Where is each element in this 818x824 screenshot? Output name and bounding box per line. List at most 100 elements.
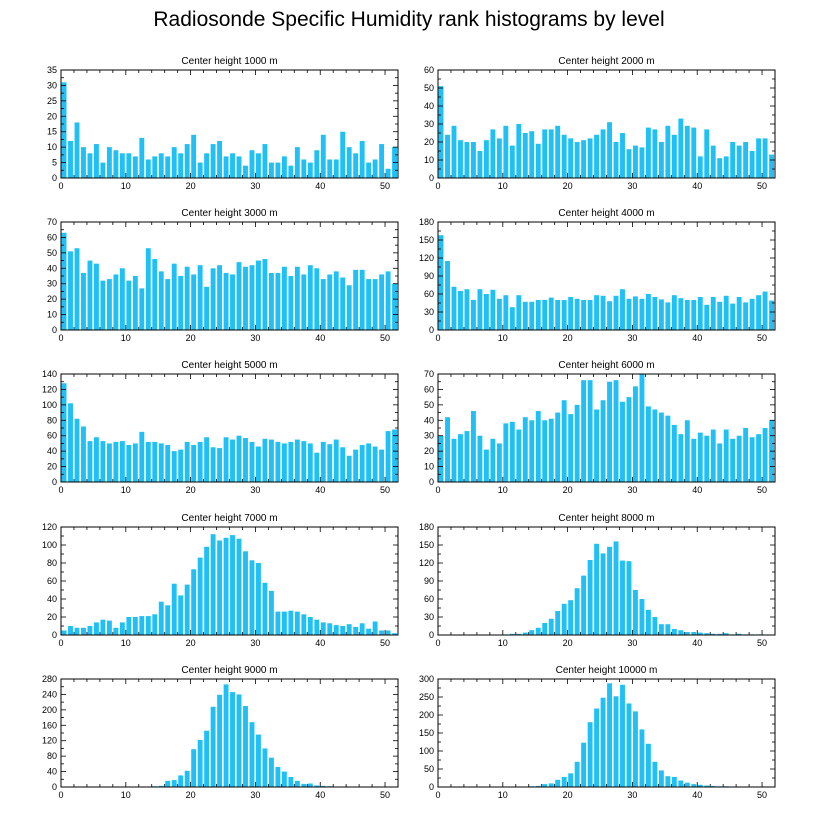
histogram-bar (697, 297, 703, 330)
histogram-bar (320, 134, 326, 178)
y-tick-label: 180 (419, 217, 434, 227)
histogram-bar (281, 443, 287, 482)
x-tick-label: 10 (121, 790, 131, 800)
histogram-bar (126, 617, 132, 635)
histogram-bar (372, 159, 378, 178)
x-tick-label: 30 (250, 181, 260, 191)
histogram-bar (197, 441, 203, 482)
histogram-bar (281, 156, 287, 178)
y-tick-label: 0 (429, 630, 434, 640)
histogram-bar (294, 439, 300, 482)
histogram-bar (223, 684, 229, 787)
histogram-bar (385, 168, 391, 178)
histogram-bar (509, 307, 515, 330)
histogram-bar (458, 291, 463, 330)
x-tick-label: 30 (627, 790, 637, 800)
histogram-bar (333, 159, 339, 178)
histogram-bar (288, 776, 294, 787)
histogram-bar (307, 617, 313, 635)
histogram-bar (607, 683, 612, 787)
histogram-bar (658, 624, 664, 635)
histogram-bar (320, 785, 326, 787)
histogram-bar (458, 140, 463, 178)
y-tick-label: 200 (419, 710, 434, 720)
y-tick-label: 20 (47, 462, 57, 472)
y-tick-label: 60 (424, 65, 434, 75)
histogram-bar (145, 441, 151, 482)
x-tick-label: 10 (498, 638, 508, 648)
histogram-bar (438, 435, 444, 482)
histogram-bar (372, 621, 378, 635)
histogram-bar (594, 409, 600, 482)
x-tick-label: 0 (435, 790, 440, 800)
histogram-bar (100, 441, 106, 482)
histogram-bar (74, 248, 80, 330)
histogram-bar (217, 540, 223, 635)
histogram-bar (516, 124, 522, 178)
x-tick-label: 50 (380, 181, 390, 191)
histogram-bar (762, 138, 768, 178)
y-tick-label: 0 (52, 477, 57, 487)
histogram-bar (268, 162, 274, 178)
x-tick-label: 20 (563, 790, 573, 800)
y-tick-label: 50 (424, 83, 434, 93)
histogram-bar (236, 694, 242, 787)
histogram-bar (340, 447, 346, 482)
histogram-bar (581, 140, 587, 178)
histogram-bar (301, 614, 307, 635)
histogram-bar (645, 609, 651, 635)
histogram-bar (320, 622, 326, 635)
histogram-bar (581, 742, 587, 787)
x-tick-label: 0 (435, 638, 440, 648)
histogram-bar (710, 633, 716, 635)
histogram-bar (639, 599, 645, 635)
histogram-bar (477, 289, 483, 330)
histogram-panel: Center height 10000 m 0 10 20 30 40 50 0 50 100 15… (419, 665, 776, 800)
x-tick-label: 10 (121, 333, 131, 343)
x-tick-label: 10 (121, 485, 131, 495)
histogram-bar (132, 156, 138, 178)
histogram-bar (184, 441, 190, 482)
histogram-bar (555, 125, 561, 178)
y-tick-label: 30 (424, 431, 434, 441)
histogram-bar (464, 142, 470, 178)
histogram-bar (561, 134, 567, 178)
histogram-bar (723, 633, 729, 635)
y-tick-label: 0 (52, 173, 57, 183)
histogram-bar (353, 626, 359, 635)
x-tick-label: 20 (186, 638, 196, 648)
histogram-bar (665, 776, 671, 787)
histogram-bar (340, 277, 346, 330)
histogram-bar (568, 297, 574, 330)
histogram-bar (236, 538, 242, 635)
x-tick-label: 10 (498, 181, 508, 191)
histogram-bar (307, 265, 313, 330)
panel-title: Center height 10000 m (556, 665, 658, 676)
x-tick-label: 0 (435, 485, 440, 495)
histogram-bar (379, 144, 385, 178)
histogram-panel: Center height 2000 m 0 10 20 30 40 50 0 10 20 30 40… (424, 56, 776, 191)
y-tick-label: 5 (52, 158, 57, 168)
histogram-panel: Center height 3000 m 0 10 20 30 40 50 0 10 20 30 40… (47, 208, 399, 343)
x-tick-label: 40 (315, 181, 325, 191)
x-tick-label: 30 (250, 333, 260, 343)
histogram-bar (152, 441, 158, 482)
histogram-panel: Center height 5000 m 0 10 20 30 40 50 0 20 40 60 80… (42, 360, 399, 495)
histogram-bar (496, 138, 502, 178)
histogram-bar (145, 616, 151, 635)
histogram-bar (684, 782, 690, 787)
histogram-bar (126, 153, 132, 178)
histogram-bar (471, 300, 476, 330)
histogram-bar (314, 452, 320, 482)
y-tick-label: 0 (429, 173, 434, 183)
histogram-bar (243, 706, 248, 787)
histogram-bar (730, 303, 736, 330)
histogram-bar (529, 131, 535, 178)
histogram-bar (561, 776, 567, 787)
histogram-bar (451, 125, 457, 178)
histogram-bar (704, 785, 710, 787)
histogram-bar (184, 770, 190, 787)
histogram-bar (249, 265, 255, 330)
histogram-bar (217, 140, 223, 178)
histogram-bar (145, 159, 151, 178)
